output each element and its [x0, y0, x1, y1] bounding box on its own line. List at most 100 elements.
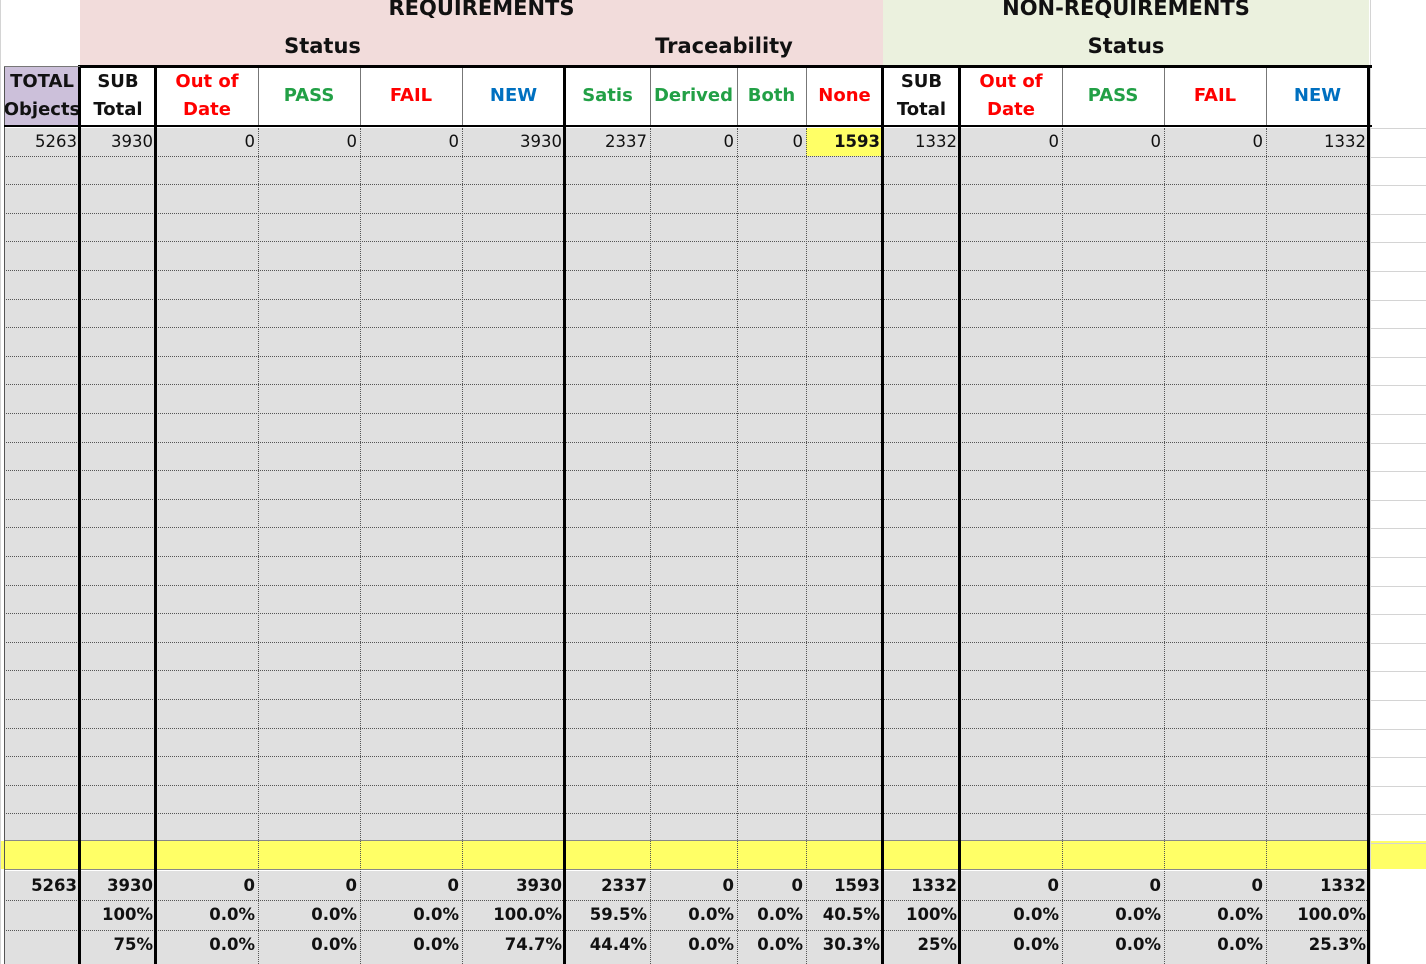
data-cell[interactable]: 0	[1252, 132, 1264, 151]
row-divider	[4, 670, 1369, 671]
percent-cell[interactable]: 0.0%	[1013, 935, 1059, 954]
column-divider	[360, 66, 361, 126]
row-divider	[4, 184, 1369, 185]
percent-cell[interactable]: 0.0%	[688, 905, 734, 924]
data-cell[interactable]: 3930	[111, 132, 153, 151]
requirements-status-title: Status	[284, 34, 361, 58]
column-header[interactable]: Out of Date	[175, 71, 239, 120]
column-header[interactable]: SUB Total	[896, 71, 947, 120]
percent-cell[interactable]: 0.0%	[311, 905, 357, 924]
column-header[interactable]: NEW	[1293, 85, 1342, 106]
data-cell[interactable]: 5263	[35, 132, 77, 151]
gridline	[1369, 471, 1426, 472]
data-cell[interactable]: 2337	[605, 132, 647, 151]
column-header[interactable]: NEW	[489, 85, 538, 106]
total-cell[interactable]: 1332	[1320, 876, 1366, 895]
percent-cell[interactable]: 0.0%	[1217, 935, 1263, 954]
total-cell[interactable]: 3930	[516, 876, 562, 895]
percent-cell[interactable]: 59.5%	[589, 905, 647, 924]
data-cell[interactable]: 1332	[915, 132, 957, 151]
total-cell[interactable]: 0	[722, 876, 734, 895]
percent-cell[interactable]	[4, 901, 80, 929]
percent-cell[interactable]: 100%	[102, 905, 153, 924]
data-cell[interactable]: 0	[448, 132, 460, 151]
gridline	[1369, 300, 1426, 301]
non-requirements-status-title: Status	[1087, 34, 1165, 58]
column-header[interactable]: SUB Total	[93, 71, 143, 120]
percent-cell[interactable]: 25.3%	[1308, 935, 1366, 954]
percent-cell[interactable]: 44.4%	[589, 935, 647, 954]
total-cell[interactable]: 0	[243, 876, 255, 895]
percent-cell[interactable]	[4, 931, 80, 959]
percent-cell[interactable]: 100.0%	[493, 905, 562, 924]
percent-cell[interactable]: 0.0%	[1013, 905, 1059, 924]
column-header[interactable]: Satis	[582, 85, 633, 106]
column-divider	[1164, 128, 1165, 964]
column-header[interactable]: FAIL	[389, 85, 433, 106]
total-cell[interactable]: 2337	[601, 876, 647, 895]
column-divider	[1062, 128, 1063, 964]
percent-cell[interactable]: 0.0%	[413, 935, 459, 954]
column-header[interactable]: Both	[747, 85, 796, 106]
data-cell[interactable]: 0	[244, 132, 256, 151]
gridline	[1369, 528, 1426, 529]
percent-cell[interactable]: 0.0%	[1115, 905, 1161, 924]
total-cell[interactable]: 0	[791, 876, 803, 895]
percent-cell[interactable]: 0.0%	[209, 905, 255, 924]
column-divider	[650, 66, 651, 126]
total-cell[interactable]: 0	[447, 876, 459, 895]
gridline	[1369, 643, 1426, 644]
column-header[interactable]: None	[818, 85, 871, 106]
percent-cell[interactable]: 0.0%	[1115, 935, 1161, 954]
total-cell[interactable]: 0	[345, 876, 357, 895]
row-divider	[4, 556, 1369, 557]
data-cell[interactable]: 3930	[520, 132, 562, 151]
row-divider	[4, 156, 1369, 157]
traceability-title: Traceability	[655, 34, 793, 58]
data-cell[interactable]: 0	[346, 132, 358, 151]
total-cell[interactable]: 3930	[107, 876, 153, 895]
gridline	[0, 0, 1, 964]
total-cell[interactable]: 0	[1251, 876, 1263, 895]
total-cell[interactable]: 0	[1047, 876, 1059, 895]
row-divider	[4, 699, 1369, 700]
data-cell[interactable]: 1593	[834, 132, 880, 151]
percent-cell[interactable]: 0.0%	[757, 935, 803, 954]
column-header[interactable]: FAIL	[1193, 85, 1237, 106]
row-divider	[4, 384, 1369, 385]
percent-cell[interactable]: 25%	[917, 935, 958, 954]
total-cell[interactable]: 1332	[911, 876, 957, 895]
percent-cell[interactable]: 0.0%	[209, 935, 255, 954]
percent-cell[interactable]: 100.0%	[1297, 905, 1366, 924]
gridline	[1369, 357, 1426, 358]
percent-cell[interactable]: 0.0%	[757, 905, 803, 924]
row-divider	[4, 585, 1369, 586]
column-header[interactable]: Out of Date	[979, 71, 1043, 120]
total-cell[interactable]: 5263	[31, 876, 77, 895]
column-header[interactable]: TOTAL Objects	[3, 71, 81, 120]
column-header[interactable]: PASS	[283, 85, 335, 106]
percent-cell[interactable]: 0.0%	[688, 935, 734, 954]
data-cell[interactable]: 1332	[1324, 132, 1366, 151]
data-cell[interactable]: 0	[1150, 132, 1162, 151]
percent-cell[interactable]: 75%	[113, 935, 154, 954]
percent-cell[interactable]: 0.0%	[413, 905, 459, 924]
percent-cell[interactable]: 100%	[906, 905, 957, 924]
total-cell[interactable]: 0	[1149, 876, 1161, 895]
row-divider	[4, 728, 1369, 729]
data-cell[interactable]: 0	[723, 132, 735, 151]
column-divider	[258, 66, 259, 126]
percent-cell[interactable]: 0.0%	[311, 935, 357, 954]
column-header[interactable]: PASS	[1087, 85, 1139, 106]
percent-cell[interactable]: 74.7%	[504, 935, 562, 954]
gridline	[1369, 700, 1426, 701]
percent-cell[interactable]: 40.5%	[822, 905, 880, 924]
data-cell[interactable]: 0	[1048, 132, 1060, 151]
column-header[interactable]: Derived	[653, 85, 734, 106]
percent-cell[interactable]: 30.3%	[822, 935, 880, 954]
data-cell[interactable]: 0	[792, 132, 804, 151]
percent-cell[interactable]: 0.0%	[1217, 905, 1263, 924]
total-cell[interactable]: 1593	[834, 876, 880, 895]
row-divider	[4, 642, 1369, 643]
